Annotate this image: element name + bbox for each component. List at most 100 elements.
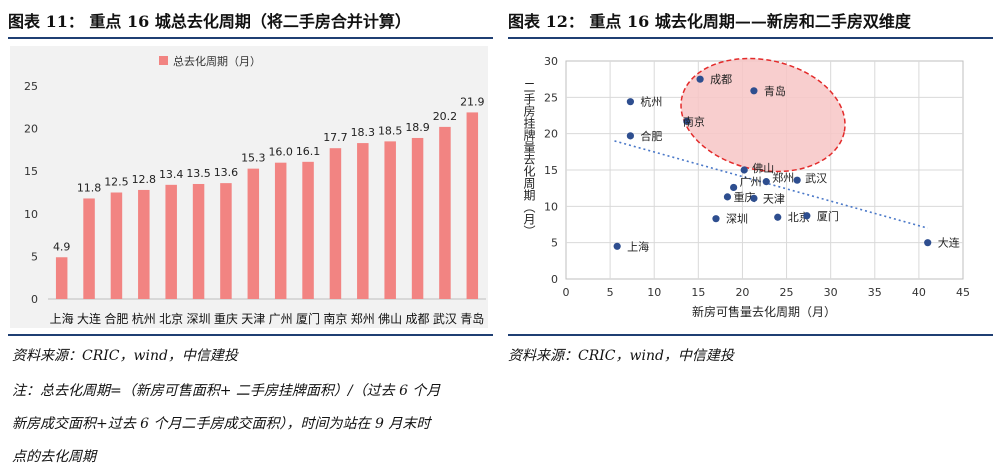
scatter-x-axis-label: 新房可售量去化周期（月） bbox=[692, 304, 836, 319]
bar-category-label: 佛山 bbox=[378, 312, 402, 326]
bar-legend-swatch bbox=[159, 56, 168, 65]
note-line-3: 点的去化周期 bbox=[12, 449, 96, 465]
scatter-point bbox=[803, 212, 811, 220]
charts-canvas: 总去化周期（月） 0 5 10 15 20 25 4.9 上海 11.8 大连 12.5 合肥 12.… bbox=[10, 46, 970, 328]
bar bbox=[411, 137, 424, 299]
bar-value-label: 18.5 bbox=[378, 124, 403, 137]
bar-category-label: 南京 bbox=[323, 311, 347, 326]
bar-category-label: 深圳 bbox=[187, 312, 211, 326]
bar-category-label: 郑州 bbox=[351, 311, 375, 326]
bar bbox=[165, 184, 177, 299]
right-title-rule bbox=[508, 37, 993, 39]
bar-category-label: 合肥 bbox=[104, 311, 128, 326]
bar-y-tick-label: 25 bbox=[24, 80, 38, 93]
scatter-point bbox=[924, 239, 932, 247]
scatter-point-label: 杭州 bbox=[640, 95, 662, 109]
scatter-point-label: 广州 bbox=[740, 175, 762, 188]
bar-value-label: 4.9 bbox=[53, 240, 71, 253]
scatter-x-tick-label: 40 bbox=[912, 286, 926, 299]
scatter-x-tick-label: 45 bbox=[956, 286, 970, 299]
bar-category-label: 天津 bbox=[241, 312, 265, 326]
bar-value-label: 13.5 bbox=[186, 167, 211, 180]
bar-value-label: 15.3 bbox=[241, 152, 266, 165]
bar-value-label: 16.0 bbox=[268, 146, 293, 159]
scatter-x-tick-label: 35 bbox=[868, 286, 882, 299]
scatter-point bbox=[712, 215, 720, 223]
scatter-x-tick-label: 0 bbox=[563, 286, 570, 299]
bar-value-label: 18.9 bbox=[405, 121, 430, 134]
left-title-rule bbox=[8, 37, 493, 39]
scatter-point-label: 郑州 bbox=[772, 171, 794, 185]
left-figure-title: 图表 11： 重点 16 城总去化周期（将二手房合并计算） bbox=[8, 12, 411, 31]
note-line-2: 新房成交面积+过去 6 个月二手房成交面积），时间为站在 9 月末时 bbox=[12, 416, 431, 432]
bar-value-label: 12.8 bbox=[132, 173, 157, 186]
scatter-point-label: 上海 bbox=[627, 239, 649, 253]
scatter-x-tick-label: 30 bbox=[824, 286, 838, 299]
left-bottom-rule bbox=[8, 334, 493, 336]
scatter-point bbox=[723, 193, 732, 201]
bar-category-label: 成都 bbox=[406, 312, 430, 326]
bar bbox=[384, 141, 396, 299]
trendline bbox=[614, 140, 928, 229]
bar bbox=[83, 198, 95, 299]
scatter-x-tick-label: 20 bbox=[735, 286, 749, 299]
bar-y-tick-label: 20 bbox=[24, 123, 38, 136]
bar-chart: 总去化周期（月） 0 5 10 15 20 25 4.9 上海 11.8 大连 12.5 合肥 12.… bbox=[10, 46, 488, 328]
scatter-y-tick-label: 5 bbox=[551, 237, 558, 250]
scatter-y-tick-label: 10 bbox=[544, 200, 558, 213]
bar-y-tick-label: 0 bbox=[31, 293, 38, 306]
right-bottom-rule bbox=[508, 334, 993, 336]
scatter-point bbox=[774, 213, 782, 221]
bar-y-tick-label: 15 bbox=[24, 165, 38, 178]
bar-category-label: 杭州 bbox=[132, 311, 156, 326]
bar-value-label: 13.4 bbox=[159, 168, 184, 181]
bar-category-label: 大连 bbox=[77, 311, 101, 326]
scatter-point-label: 厦门 bbox=[817, 209, 839, 223]
scatter-point bbox=[740, 166, 748, 174]
bar bbox=[302, 161, 314, 299]
bar-value-label: 21.9 bbox=[460, 95, 485, 108]
bar bbox=[247, 168, 260, 299]
scatter-x-tick-label: 10 bbox=[647, 286, 661, 299]
bar-category-label: 重庆 bbox=[214, 312, 238, 326]
scatter-y-tick-label: 25 bbox=[544, 91, 558, 104]
highlight-ellipse bbox=[680, 57, 846, 173]
bar bbox=[220, 183, 232, 299]
scatter-y-tick-label: 30 bbox=[544, 55, 558, 68]
bar-category-label: 上海 bbox=[50, 311, 74, 326]
bar-category-label: 厦门 bbox=[296, 311, 320, 326]
scatter-x-tick-label: 5 bbox=[607, 286, 614, 299]
bar-legend-label: 总去化周期（月） bbox=[173, 54, 261, 68]
scatter-y-tick-label: 20 bbox=[544, 128, 558, 141]
scatter-point-label: 南京 bbox=[683, 114, 705, 128]
left-source-text: 资料来源：CRIC，wind，中信建投 bbox=[12, 348, 238, 364]
scatter-point bbox=[730, 183, 738, 192]
bar bbox=[192, 183, 205, 299]
bar-value-label: 17.7 bbox=[323, 131, 348, 144]
scatter-point bbox=[793, 176, 801, 184]
bar-y-tick-label: 10 bbox=[24, 208, 38, 221]
bar bbox=[55, 257, 68, 299]
bar bbox=[466, 112, 479, 299]
note-line-1: 注：总去化周期=（新房可售面积+ 二手房挂牌面积）/（过去 6 个月 bbox=[12, 383, 441, 399]
scatter-point-label: 天津 bbox=[763, 192, 785, 205]
bar-category-label: 北京 bbox=[159, 312, 183, 326]
bar-value-label: 13.6 bbox=[214, 166, 239, 179]
scatter-y-tick-label: 15 bbox=[544, 164, 558, 177]
scatter-point-label: 深圳 bbox=[726, 213, 748, 226]
right-source-text: 资料来源：CRIC，wind，中信建投 bbox=[508, 348, 734, 364]
scatter-point bbox=[683, 117, 691, 125]
scatter-point bbox=[750, 194, 758, 202]
scatter-point-label: 青岛 bbox=[764, 84, 786, 98]
bar-y-tick-label: 5 bbox=[31, 250, 38, 263]
scatter-point-label: 合肥 bbox=[640, 129, 662, 143]
bar bbox=[357, 143, 369, 299]
bar bbox=[138, 189, 150, 299]
bar bbox=[439, 126, 451, 300]
bar-category-label: 广州 bbox=[269, 312, 293, 326]
bar-value-label: 12.5 bbox=[104, 176, 129, 189]
scatter-point-label: 成都 bbox=[710, 73, 732, 86]
bar bbox=[274, 162, 287, 299]
scatter-point-label: 大连 bbox=[938, 236, 960, 250]
bar-value-label: 18.3 bbox=[351, 126, 376, 139]
